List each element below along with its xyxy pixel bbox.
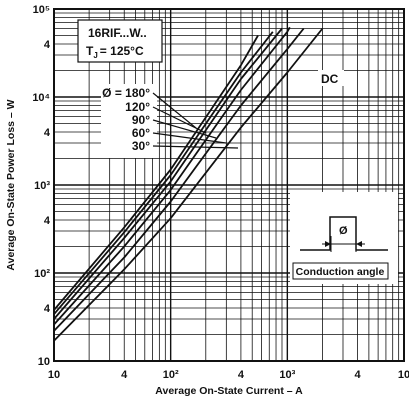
x-tick-label: 10 — [48, 369, 60, 381]
curve-30-deg — [53, 27, 305, 332]
angle-label-120: 120° — [125, 100, 150, 114]
conduction-angle-inset: Ø Conduction angle — [290, 192, 398, 284]
angle-arrow-head-left — [325, 241, 331, 247]
inset-phi: Ø — [339, 225, 348, 237]
dc-label: DC — [321, 72, 339, 86]
curves — [53, 26, 324, 342]
tj-sub: J — [93, 51, 97, 60]
curve-90-deg — [53, 27, 283, 320]
leader-line — [152, 132, 227, 144]
tj-main: T — [86, 44, 94, 58]
x-tick-label: 10 — [398, 369, 409, 381]
angle-label-180: Ø = 180° — [102, 86, 150, 100]
info-box — [77, 19, 163, 63]
tj-value: = 125°C — [100, 44, 144, 58]
inset-caption: Conduction angle — [296, 266, 385, 278]
curve-180-deg — [53, 35, 259, 311]
tj-label: TJ = 125°C — [86, 44, 144, 60]
leader-line — [152, 119, 217, 139]
angle-arrow-head-right — [356, 241, 362, 247]
y-tick-label: 4 — [44, 215, 51, 227]
y-axis-title: Average On-State Power Loss – W — [5, 99, 17, 270]
angle-label-box — [101, 84, 157, 158]
leader-line — [152, 106, 207, 134]
y-tick-label: 10³ — [34, 180, 50, 192]
y-tick-label: 4 — [44, 303, 51, 315]
y-tick-label: 10⁴ — [32, 92, 50, 104]
x-tick-label: 4 — [238, 369, 245, 381]
leader-line — [152, 145, 239, 149]
angle-label-30: 30° — [132, 139, 150, 153]
caption-box — [292, 262, 389, 280]
dc-label-bg — [318, 70, 344, 86]
y-tick-label: 10 — [38, 356, 50, 368]
curve-dc — [53, 27, 324, 342]
x-axis-title: Average On-State Current – A — [155, 385, 303, 397]
part-number: 16RIF...W.. — [88, 26, 147, 40]
angle-labels: Ø = 180°120°90°60°30° — [102, 86, 150, 153]
y-tick-label: 10⁵ — [33, 4, 50, 16]
y-tick-label: 4 — [44, 127, 51, 139]
pulse-waveform — [300, 216, 388, 251]
leader-lines — [152, 92, 239, 149]
y-tick-label: 10² — [34, 268, 50, 280]
plot-frame — [53, 8, 405, 362]
y-tick-label: 4 — [44, 39, 51, 51]
curve-120-deg — [53, 31, 274, 315]
angle-label-60: 60° — [132, 126, 150, 140]
leader-line — [152, 92, 197, 129]
x-tick-label: 10² — [163, 369, 179, 381]
x-tick-label: 4 — [121, 369, 128, 381]
x-tick-label: 4 — [355, 369, 362, 381]
x-tick-label: 10³ — [279, 369, 295, 381]
angle-label-90: 90° — [132, 113, 150, 127]
